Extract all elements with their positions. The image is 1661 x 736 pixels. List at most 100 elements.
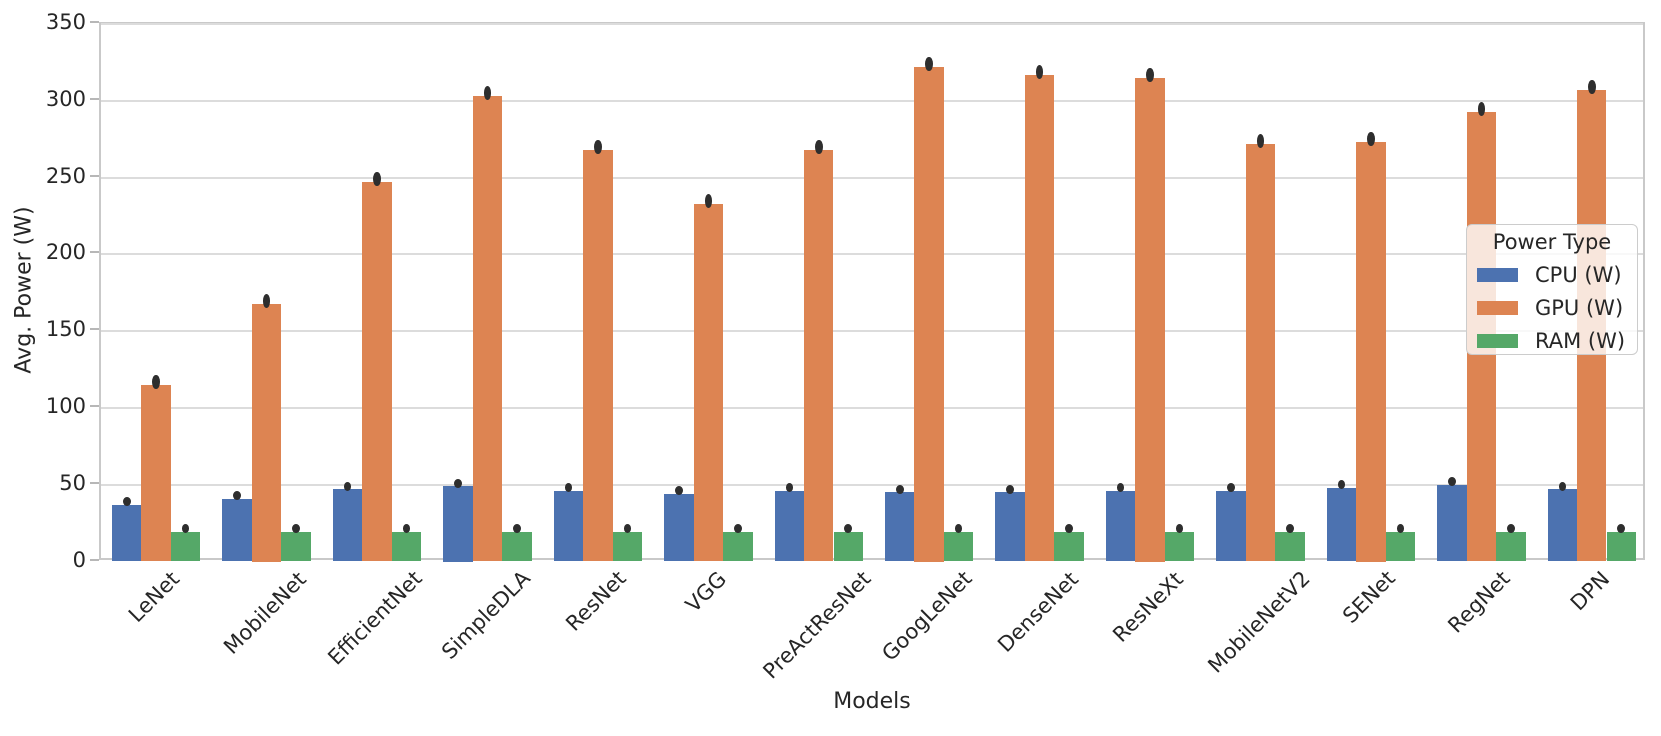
error-dot <box>1477 101 1486 116</box>
bar-resnext-ram-w <box>1164 531 1195 562</box>
bar-googlenet-gpu-w <box>914 67 944 562</box>
error-dot <box>1617 524 1625 534</box>
error-dot <box>1396 524 1405 534</box>
x-label-googlenet: GoogLeNet <box>877 566 977 666</box>
error-dot <box>262 293 271 308</box>
x-label-simpledla: SimpleDLA <box>436 566 535 665</box>
gridline <box>101 483 1643 486</box>
legend-swatch <box>1477 333 1518 348</box>
error-dot <box>343 481 352 491</box>
x-axis-title: Models <box>833 689 911 714</box>
bar-efficientnet-gpu-w <box>362 182 392 562</box>
legend-entries: CPU (W) GPU (W) RAM (W) <box>1467 258 1637 357</box>
bar-senet-ram-w <box>1385 531 1416 562</box>
y-tick <box>90 251 99 254</box>
bar-densenet-cpu-w <box>995 492 1025 562</box>
bar-vgg-ram-w <box>723 531 753 562</box>
error-dot <box>233 491 241 501</box>
error-dot <box>373 172 381 187</box>
x-label-regnet: RegNet <box>1443 566 1515 639</box>
x-label-mobilenet: MobileNet <box>218 566 311 659</box>
error-dot <box>704 193 713 208</box>
bar-senet-cpu-w <box>1326 487 1357 562</box>
y-tick-label: 300 <box>45 86 86 111</box>
bar-googlenet-cpu-w <box>885 492 915 562</box>
y-tick-label: 150 <box>45 317 86 342</box>
bar-vgg-gpu-w <box>693 203 724 562</box>
error-dot <box>1286 524 1294 534</box>
bar-densenet-ram-w <box>1054 531 1084 562</box>
bar-simpledla-cpu-w <box>443 486 473 562</box>
error-dot <box>483 86 492 101</box>
bar-preactresnet-gpu-w <box>804 149 834 562</box>
error-dot <box>925 57 933 71</box>
error-dot <box>1367 132 1375 147</box>
bar-mobilenetv2-gpu-w <box>1245 143 1276 562</box>
x-label-efficientnet: EfficientNet <box>323 566 427 671</box>
bar-lenet-cpu-w <box>112 504 142 562</box>
error-dot <box>513 524 521 534</box>
legend-entry-cpu-w: CPU (W) <box>1467 258 1637 291</box>
y-tick <box>90 328 99 331</box>
x-label-preactresnet: PreActResNet <box>758 566 876 684</box>
error-dot <box>896 484 904 494</box>
x-label-vgg: VGG <box>681 566 732 617</box>
bar-dpn-cpu-w <box>1547 489 1578 562</box>
bar-efficientnet-ram-w <box>391 531 422 562</box>
gridline <box>101 23 1643 25</box>
x-label-resnext: ResNeXt <box>1108 566 1188 647</box>
x-label-resnet: ResNet <box>561 566 631 637</box>
legend-swatch <box>1477 267 1518 282</box>
error-dot <box>1337 480 1346 490</box>
error-dot <box>734 524 742 534</box>
bar-senet-gpu-w <box>1356 142 1386 562</box>
y-tick <box>90 558 99 561</box>
gridline <box>101 330 1643 333</box>
y-tick-label: 100 <box>45 393 86 418</box>
legend-entry-gpu-w: GPU (W) <box>1467 291 1637 324</box>
legend-entry-label: RAM (W) <box>1535 328 1626 353</box>
plot-area <box>99 22 1645 562</box>
error-dot <box>292 524 300 534</box>
bar-dpn-ram-w <box>1606 531 1636 562</box>
error-dot <box>844 524 852 534</box>
bar-resnext-gpu-w <box>1135 77 1165 562</box>
x-label-densenet: DenseNet <box>992 566 1083 657</box>
error-dot <box>181 524 190 534</box>
error-dot <box>1116 483 1125 493</box>
error-dot <box>623 524 632 534</box>
y-tick <box>90 97 99 100</box>
error-dot <box>123 497 131 507</box>
y-tick-label: 0 <box>72 547 86 572</box>
y-tick <box>90 481 99 484</box>
x-label-senet: SENet <box>1337 566 1400 629</box>
bar-preactresnet-cpu-w <box>774 490 805 562</box>
error-dot <box>1448 477 1456 487</box>
error-dot <box>1507 524 1515 534</box>
bar-lenet-gpu-w <box>141 384 171 562</box>
error-dot <box>1146 67 1154 82</box>
error-dot <box>675 486 683 496</box>
y-tick <box>90 21 99 23</box>
bar-resnet-ram-w <box>612 531 643 562</box>
bar-efficientnet-cpu-w <box>332 489 363 562</box>
bar-mobilenet-gpu-w <box>251 303 282 562</box>
y-axis-title: Avg. Power (W) <box>11 206 37 374</box>
bar-resnet-gpu-w <box>583 149 613 562</box>
y-tick-label: 200 <box>45 240 86 265</box>
error-dot <box>152 374 160 389</box>
bar-resnet-cpu-w <box>553 490 584 562</box>
y-tick <box>90 404 99 407</box>
error-dot <box>1175 524 1184 534</box>
legend: Power Type CPU (W) GPU (W) RAM (W) <box>1466 224 1638 355</box>
bar-lenet-ram-w <box>170 531 201 562</box>
y-tick <box>90 174 99 177</box>
gridline <box>101 99 1643 102</box>
bar-googlenet-ram-w <box>943 531 974 562</box>
bar-vgg-cpu-w <box>664 493 694 562</box>
y-tick-label: 50 <box>59 470 86 495</box>
bar-simpledla-gpu-w <box>472 96 503 562</box>
gridline <box>101 176 1643 179</box>
error-dot <box>1035 64 1044 79</box>
legend-entry-label: GPU (W) <box>1535 295 1624 320</box>
